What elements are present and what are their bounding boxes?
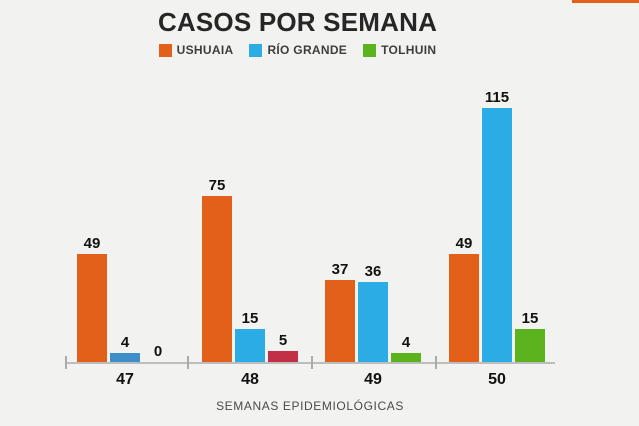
legend-item-río-grande: RÍO GRANDE bbox=[249, 43, 347, 57]
bar-value-r-o-grande-week-48: 15 bbox=[241, 310, 259, 327]
x-axis-tick bbox=[65, 356, 67, 369]
bar-value-r-o-grande-week-49: 36 bbox=[364, 263, 382, 280]
x-axis-category-label-47: 47 bbox=[116, 371, 134, 388]
legend-swatch-icon bbox=[363, 43, 377, 57]
legend-label: USHUAIA bbox=[176, 43, 234, 57]
legend-label: TOLHUIN bbox=[381, 43, 437, 57]
bar-ushuaia-week-49 bbox=[325, 280, 355, 362]
bar-r-o-grande-week-47 bbox=[110, 353, 140, 362]
bar-ushuaia-week-48 bbox=[202, 196, 232, 362]
bar-tolhuin-week-49 bbox=[391, 353, 421, 362]
bar-r-o-grande-week-49 bbox=[358, 282, 388, 362]
chart-title: CASOS POR SEMANA bbox=[157, 7, 438, 37]
x-axis-category-label-49: 49 bbox=[364, 371, 382, 388]
legend-swatch-icon bbox=[158, 43, 172, 57]
legend-swatch-icon bbox=[249, 43, 263, 57]
bar-tolhuin-week-50 bbox=[515, 329, 545, 362]
x-axis-category-label-50: 50 bbox=[488, 371, 506, 388]
bar-value-ushuaia-week-47: 49 bbox=[83, 235, 101, 252]
bar-r-o-grande-week-50 bbox=[482, 108, 512, 362]
bar-value-tolhuin-week-48: 5 bbox=[278, 332, 288, 349]
bar-value-ushuaia-week-50: 49 bbox=[455, 235, 473, 252]
x-axis-tick bbox=[187, 356, 189, 369]
bar-tolhuin-week-48 bbox=[268, 351, 298, 362]
x-axis-tick bbox=[311, 356, 313, 369]
chart-legend: USHUAIA RÍO GRANDE TOLHUIN bbox=[0, 43, 595, 57]
bar-ushuaia-week-47 bbox=[77, 254, 107, 362]
x-axis-line bbox=[65, 362, 555, 364]
bar-value-r-o-grande-week-47: 4 bbox=[120, 334, 130, 351]
bar-value-ushuaia-week-49: 37 bbox=[331, 261, 349, 278]
legend-item-ushuaia: USHUAIA bbox=[158, 43, 234, 57]
bar-ushuaia-week-50 bbox=[449, 254, 479, 362]
bar-value-tolhuin-week-49: 4 bbox=[401, 334, 411, 351]
top-right-accent-line bbox=[572, 0, 639, 3]
bar-r-o-grande-week-48 bbox=[235, 329, 265, 362]
x-axis-tick bbox=[435, 356, 437, 369]
x-axis-category-label-48: 48 bbox=[241, 371, 259, 388]
legend-item-tolhuin: TOLHUIN bbox=[363, 43, 436, 57]
bar-value-tolhuin-week-50: 15 bbox=[521, 310, 539, 327]
legend-label: RÍO GRANDE bbox=[267, 43, 348, 57]
bar-value-r-o-grande-week-50: 115 bbox=[484, 89, 510, 106]
bar-value-tolhuin-week-47: 0 bbox=[153, 343, 163, 360]
x-axis-title: SEMANAS EPIDEMIOLÓGICAS bbox=[216, 399, 404, 413]
bar-value-ushuaia-week-48: 75 bbox=[208, 177, 226, 194]
